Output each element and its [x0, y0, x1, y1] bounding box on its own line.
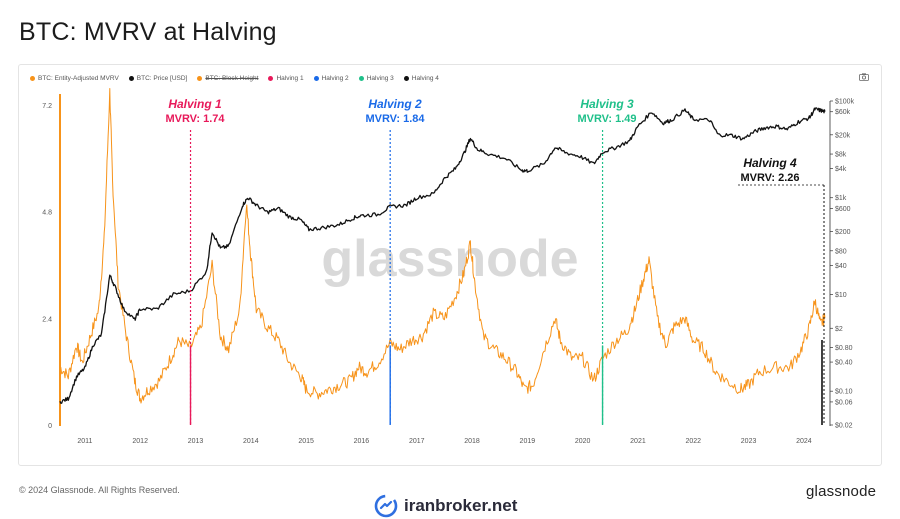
legend-swatch — [128, 75, 134, 81]
x-tick-label: 2022 — [685, 438, 701, 445]
iranbroker-logo[interactable]: iranbroker.net — [374, 494, 517, 518]
y-right-tick-label: $40 — [835, 263, 847, 270]
chart-card — [18, 64, 882, 466]
y-right-tick-label: $0.80 — [835, 345, 853, 352]
legend-item-3[interactable]: Halving 1 — [268, 74, 304, 82]
legend-label: BTC: Price [USD] — [136, 74, 188, 82]
y-right-tick-label: $80 — [835, 248, 847, 255]
y-right-tick-label: $0.02 — [835, 423, 853, 430]
halving-label-4: Halving 4 — [743, 156, 797, 170]
legend-label: Halving 3 — [366, 74, 394, 82]
y-right-tick-label: $8k — [835, 152, 847, 159]
legend-label: Halving 4 — [411, 74, 439, 82]
iranbroker-icon — [374, 494, 398, 518]
legend-item-5[interactable]: Halving 3 — [358, 74, 394, 82]
legend-swatch — [268, 75, 274, 81]
halving-label-1: Halving 1 — [168, 97, 222, 111]
y-right-tick-label: $10 — [835, 292, 847, 299]
y-right-tick-label: $0.10 — [835, 389, 853, 396]
x-tick-label: 2019 — [520, 438, 536, 445]
legend-label: Halving 2 — [321, 74, 349, 82]
legend-swatch — [403, 75, 409, 81]
y-left-tick-label: 0 — [48, 423, 52, 430]
x-tick-label: 2013 — [188, 438, 204, 445]
halving-mvrv-value-1: MVRV: 1.74 — [165, 113, 225, 125]
y-right-tick-label: $200 — [835, 229, 851, 236]
legend-swatch — [30, 75, 35, 81]
x-tick-label: 2012 — [132, 438, 148, 445]
legend-swatch — [358, 75, 364, 81]
x-tick-label: 2014 — [243, 438, 259, 445]
x-tick-label: 2018 — [464, 438, 480, 445]
legend-label: BTC: Block Height — [205, 74, 259, 82]
x-tick-label: 2017 — [409, 438, 425, 445]
chart-legend: BTC: Entity-Adjusted MVRV BTC: Price [USD… — [30, 72, 439, 84]
halving-mvrv-value-4: MVRV: 2.26 — [740, 172, 799, 184]
x-tick-label: 2016 — [354, 438, 370, 445]
halving-mvrv-value-2: MVRV: 1.84 — [365, 113, 425, 125]
x-tick-label: 2024 — [796, 438, 812, 445]
copyright-text: © 2024 Glassnode. All Rights Reserved. — [19, 485, 180, 495]
legend-item-2[interactable]: BTC: Block Height — [197, 75, 258, 82]
legend-item-4[interactable]: Halving 2 — [313, 74, 349, 82]
x-tick-label: 2021 — [630, 438, 646, 445]
y-left-tick-label: 4.8 — [42, 210, 52, 217]
mvrv-left-edge — [59, 94, 61, 426]
x-tick-label: 2023 — [741, 438, 757, 445]
y-right-tick-label: $20k — [835, 132, 851, 139]
x-tick-label: 2011 — [77, 438, 92, 445]
series-line-1 — [59, 107, 826, 404]
x-tick-label: 2020 — [575, 438, 591, 445]
legend-item-6[interactable]: Halving 4 — [403, 74, 439, 82]
legend-item-0[interactable]: BTC: Entity-Adjusted MVRV — [30, 75, 119, 82]
legend-item-1[interactable]: BTC: Price [USD] — [128, 74, 188, 82]
legend-label: BTC: Entity-Adjusted MVRV — [38, 74, 119, 82]
y-left-tick-label: 7.2 — [42, 103, 52, 110]
halving-label-3: Halving 3 — [580, 97, 634, 111]
halving-mvrv-value-3: MVRV: 1.49 — [577, 113, 636, 125]
y-right-tick-label: $0.40 — [835, 360, 853, 367]
y-right-tick-label: $0.06 — [835, 399, 853, 406]
legend-swatch — [197, 75, 203, 81]
halving-label-2: Halving 2 — [368, 97, 422, 111]
x-tick-label: 2015 — [298, 438, 314, 445]
y-right-tick-label: $4k — [835, 166, 847, 173]
y-right-tick-label: $2 — [835, 326, 843, 333]
page-title: BTC: MVRV at Halving — [19, 18, 277, 46]
iranbroker-text: iranbroker.net — [404, 496, 518, 515]
y-right-tick-label: $1k — [835, 195, 847, 202]
legend-label: Halving 1 — [276, 74, 304, 82]
series-line-0 — [60, 88, 826, 404]
y-right-tick-label: $100k — [835, 99, 855, 106]
y-right-tick-label: $600 — [835, 206, 851, 213]
y-right-tick-label: $60k — [835, 109, 851, 116]
legend-swatch — [313, 75, 319, 81]
camera-icon[interactable] — [859, 73, 869, 81]
watermark-text: glassnode — [321, 230, 578, 288]
y-left-tick-label: 2.4 — [42, 316, 52, 323]
glassnode-brand: glassnode — [806, 483, 877, 500]
